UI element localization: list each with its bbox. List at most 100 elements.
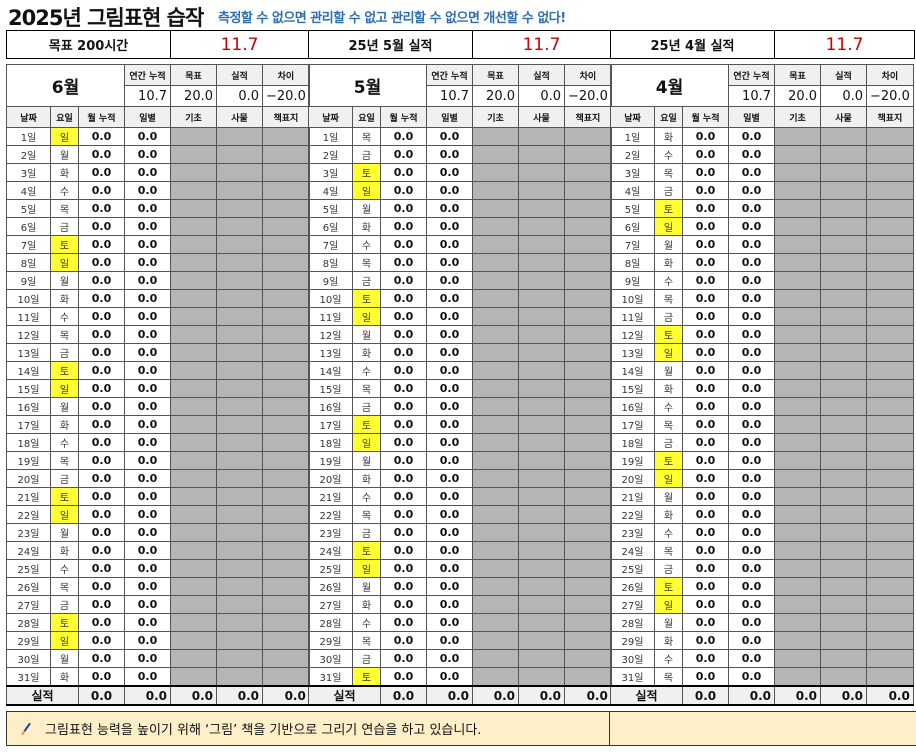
basic-cell[interactable] [774,235,821,254]
basic-cell[interactable] [472,199,519,218]
monthly-cell[interactable]: 0.0 [380,307,427,326]
basic-cell[interactable] [472,343,519,362]
object-cell[interactable] [216,397,263,416]
daily-cell[interactable]: 0.0 [728,613,775,632]
monthly-cell[interactable]: 0.0 [380,469,427,488]
basic-cell[interactable] [774,559,821,578]
basic-cell[interactable] [472,541,519,560]
object-cell[interactable] [820,559,867,578]
daily-cell[interactable]: 0.0 [124,667,171,687]
object-cell[interactable] [820,235,867,254]
cover-cell[interactable] [564,361,612,380]
daily-cell[interactable]: 0.0 [426,127,473,146]
object-cell[interactable] [216,595,263,614]
basic-cell[interactable] [774,541,821,560]
cover-cell[interactable] [866,523,914,542]
monthly-cell[interactable]: 0.0 [682,145,729,164]
cover-cell[interactable] [262,145,310,164]
monthly-cell[interactable]: 0.0 [682,217,729,236]
basic-cell[interactable] [170,343,217,362]
basic-cell[interactable] [774,361,821,380]
basic-cell[interactable] [774,325,821,344]
daily-cell[interactable]: 0.0 [426,649,473,668]
cover-cell[interactable] [262,271,310,290]
object-cell[interactable] [216,307,263,326]
cover-cell[interactable] [866,289,914,308]
object-cell[interactable] [216,631,263,650]
daily-cell[interactable]: 0.0 [728,541,775,560]
cover-cell[interactable] [564,397,612,416]
cover-cell[interactable] [262,325,310,344]
basic-cell[interactable] [170,217,217,236]
monthly-cell[interactable]: 0.0 [682,289,729,308]
object-cell[interactable] [820,631,867,650]
object-cell[interactable] [518,631,565,650]
daily-cell[interactable]: 0.0 [426,595,473,614]
object-cell[interactable] [820,181,867,200]
cover-cell[interactable] [262,217,310,236]
object-cell[interactable] [216,217,263,236]
monthly-cell[interactable]: 0.0 [78,487,125,506]
basic-cell[interactable] [170,145,217,164]
basic-cell[interactable] [774,217,821,236]
basic-cell[interactable] [472,145,519,164]
cover-cell[interactable] [564,127,612,146]
monthly-cell[interactable]: 0.0 [78,325,125,344]
daily-cell[interactable]: 0.0 [124,577,171,596]
cover-cell[interactable] [564,667,612,687]
object-cell[interactable] [518,541,565,560]
cover-cell[interactable] [866,235,914,254]
basic-cell[interactable] [472,235,519,254]
monthly-cell[interactable]: 0.0 [78,199,125,218]
daily-cell[interactable]: 0.0 [728,595,775,614]
cover-cell[interactable] [866,649,914,668]
monthly-cell[interactable]: 0.0 [380,397,427,416]
daily-cell[interactable]: 0.0 [728,649,775,668]
cover-cell[interactable] [262,541,310,560]
object-cell[interactable] [820,433,867,452]
object-cell[interactable] [518,307,565,326]
monthly-cell[interactable]: 0.0 [682,595,729,614]
cover-cell[interactable] [262,127,310,146]
object-cell[interactable] [820,343,867,362]
object-cell[interactable] [820,127,867,146]
cover-cell[interactable] [866,361,914,380]
object-cell[interactable] [216,163,263,182]
monthly-cell[interactable]: 0.0 [78,667,125,687]
object-cell[interactable] [216,253,263,272]
basic-cell[interactable] [472,325,519,344]
monthly-cell[interactable]: 0.0 [78,127,125,146]
monthly-cell[interactable]: 0.0 [380,667,427,687]
monthly-cell[interactable]: 0.0 [682,451,729,470]
basic-cell[interactable] [170,523,217,542]
cover-cell[interactable] [866,505,914,524]
cover-cell[interactable] [262,469,310,488]
cover-cell[interactable] [564,487,612,506]
cover-cell[interactable] [262,361,310,380]
daily-cell[interactable]: 0.0 [124,613,171,632]
basic-cell[interactable] [170,307,217,326]
cover-cell[interactable] [866,253,914,272]
object-cell[interactable] [518,559,565,578]
cover-cell[interactable] [866,127,914,146]
basic-cell[interactable] [472,163,519,182]
daily-cell[interactable]: 0.0 [426,613,473,632]
object-cell[interactable] [518,415,565,434]
object-cell[interactable] [216,667,263,687]
object-cell[interactable] [216,469,263,488]
daily-cell[interactable]: 0.0 [728,163,775,182]
object-cell[interactable] [820,487,867,506]
basic-cell[interactable] [472,307,519,326]
monthly-cell[interactable]: 0.0 [380,595,427,614]
cover-cell[interactable] [564,415,612,434]
monthly-cell[interactable]: 0.0 [380,181,427,200]
object-cell[interactable] [518,271,565,290]
monthly-cell[interactable]: 0.0 [78,505,125,524]
basic-cell[interactable] [774,451,821,470]
basic-cell[interactable] [170,397,217,416]
cover-cell[interactable] [564,433,612,452]
object-cell[interactable] [518,577,565,596]
daily-cell[interactable]: 0.0 [728,325,775,344]
object-cell[interactable] [216,343,263,362]
object-cell[interactable] [518,235,565,254]
